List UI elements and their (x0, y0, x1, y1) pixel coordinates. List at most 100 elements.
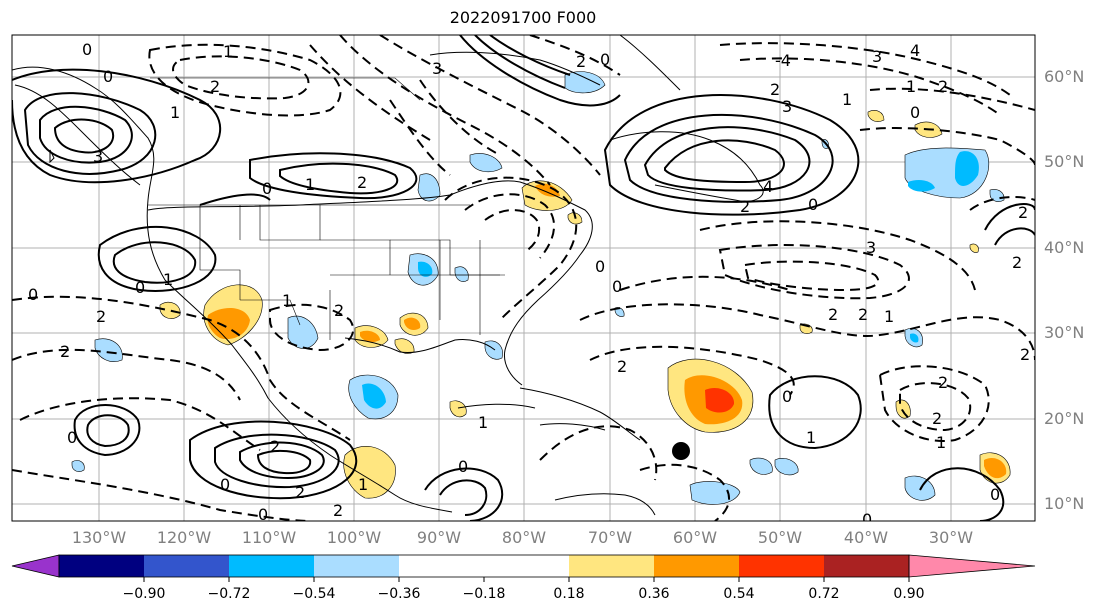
lon-label-120w: 120°W (156, 528, 212, 547)
gridlines (12, 35, 1035, 521)
colorbar-bin (739, 555, 824, 577)
lat-label-10n: 10°N (1044, 494, 1085, 513)
contour-label: 1 (936, 433, 946, 452)
contour-label: 0 (262, 179, 272, 198)
contour-label: 0 (67, 428, 77, 447)
contour-label: 1 (282, 291, 292, 310)
contour-label: 0 (82, 40, 92, 59)
contour-label: 1 (906, 77, 916, 96)
political-borders (148, 77, 505, 340)
contour-label-group: 0 1 2 0 1 3 0 1 2 0 2 2 1 0 1 2 0 2 2 0 … (28, 40, 1030, 529)
colorbar-bin (484, 555, 569, 577)
contour-label: 2 (932, 409, 942, 428)
lat-label-50n: 50°N (1044, 152, 1085, 171)
lat-label-60n: 60°N (1044, 67, 1085, 86)
lat-label-30n: 30°N (1044, 323, 1085, 342)
colorbar-bin (569, 555, 654, 577)
contour-label: 2 (576, 52, 586, 71)
colorbar-ticks (143, 577, 910, 582)
contour-label: 2 (938, 77, 948, 96)
map-title: 2022091700 F000 (449, 8, 597, 27)
contour-label: 2 (357, 173, 367, 192)
contour-label: 2 (1012, 253, 1022, 272)
contour-label: 2 (334, 301, 344, 320)
contour-label: 0 (990, 485, 1000, 504)
contour-label: 0 (103, 67, 113, 86)
lon-label-70w: 70°W (587, 528, 633, 547)
contour-label: -4 (775, 51, 791, 70)
lon-label-110w: 110°W (241, 528, 297, 547)
contour-label: 0 (220, 475, 230, 494)
contour-label: 1 (842, 90, 852, 109)
colorbar-bin (314, 555, 399, 577)
lon-label-80w: 80°W (501, 528, 547, 547)
contour-label: 3 (432, 59, 442, 78)
positive-contours (12, 35, 1035, 521)
contour-label: 2 (858, 305, 868, 324)
contour-label: 2 (770, 80, 780, 99)
contour-label: 1 (170, 103, 180, 122)
colorbar-extend-low (11, 554, 60, 578)
colorbar-tick-label: 0.36 (638, 586, 670, 602)
colorbar-tick-label: 0.54 (723, 586, 755, 602)
contour-label: 1 (806, 428, 816, 447)
contour-label: 2 (1020, 345, 1030, 364)
contour-label: 0 (910, 103, 920, 122)
contour-label: 0 (808, 195, 818, 214)
negative-contours (12, 35, 1035, 521)
lat-label-40n: 40°N (1044, 238, 1085, 257)
lon-label-40w: 40°W (843, 528, 889, 547)
contour-label: 2 (270, 437, 280, 456)
lon-label-50w: 50°W (757, 528, 803, 547)
contour-label: 0 (258, 505, 268, 524)
lon-label-90w: 90°W (416, 528, 462, 547)
contour-label: 0 (28, 285, 38, 304)
colorbar-bin (59, 555, 144, 577)
contour-label: 3 (872, 47, 882, 66)
contour-label: 0 (458, 457, 468, 476)
contour-label: 1 (478, 413, 488, 432)
colorbar-tick-label: −0.54 (292, 586, 336, 602)
contour-label: 1 (163, 270, 173, 289)
contour-label: 2 (740, 197, 750, 216)
contour-label: 3 (866, 238, 876, 257)
contour-label: 0 (600, 50, 610, 69)
contour-label: 1 (358, 475, 368, 494)
colorbar-extend-high (908, 554, 1036, 578)
contour-label: 0 (782, 387, 792, 406)
colorbar-bin (229, 555, 314, 577)
contour-label: 1 (305, 175, 315, 194)
colorbar-tick-label: 0.90 (893, 586, 925, 602)
contour-label: 4 (763, 177, 773, 196)
lon-label-130w: 130°W (71, 528, 127, 547)
colorbar-bin (144, 555, 229, 577)
contour-label: 2 (617, 357, 627, 376)
lon-label-30w: 30°W (928, 528, 974, 547)
map-content: 0 1 2 0 1 3 0 1 2 0 2 2 1 0 1 2 0 2 2 0 … (12, 35, 1035, 529)
map-frame (11, 34, 1036, 522)
contour-label: 4 (910, 41, 920, 60)
contour-label: 2 (295, 483, 305, 502)
colorbar-tick-label: 0.72 (808, 586, 840, 602)
contour-label: 0 (612, 277, 622, 296)
contour-label: 2 (96, 307, 106, 326)
lon-label-100w: 100°W (326, 528, 382, 547)
colorbar-bin (824, 555, 909, 577)
lon-label-60w: 60°W (672, 528, 718, 547)
colorbar-tick-label: −0.72 (207, 586, 251, 602)
contour-label: 2 (938, 373, 948, 392)
contour-label: 0 (135, 278, 145, 297)
storm-center-marker (672, 442, 690, 460)
contour-label: 2 (210, 77, 220, 96)
lat-label-20n: 20°N (1044, 409, 1085, 428)
colorbar (11, 554, 1036, 582)
contour-label: 2 (828, 305, 838, 324)
contour-label: 0 (862, 510, 872, 529)
contour-label: 1 (223, 42, 233, 61)
colorbar-tick-label: 0.18 (553, 586, 585, 602)
colorbar-tick-label: −0.90 (122, 586, 166, 602)
colorbar-bin (654, 555, 739, 577)
colorbar-tick-label: −0.18 (462, 586, 506, 602)
contour-label: 2 (333, 501, 343, 520)
